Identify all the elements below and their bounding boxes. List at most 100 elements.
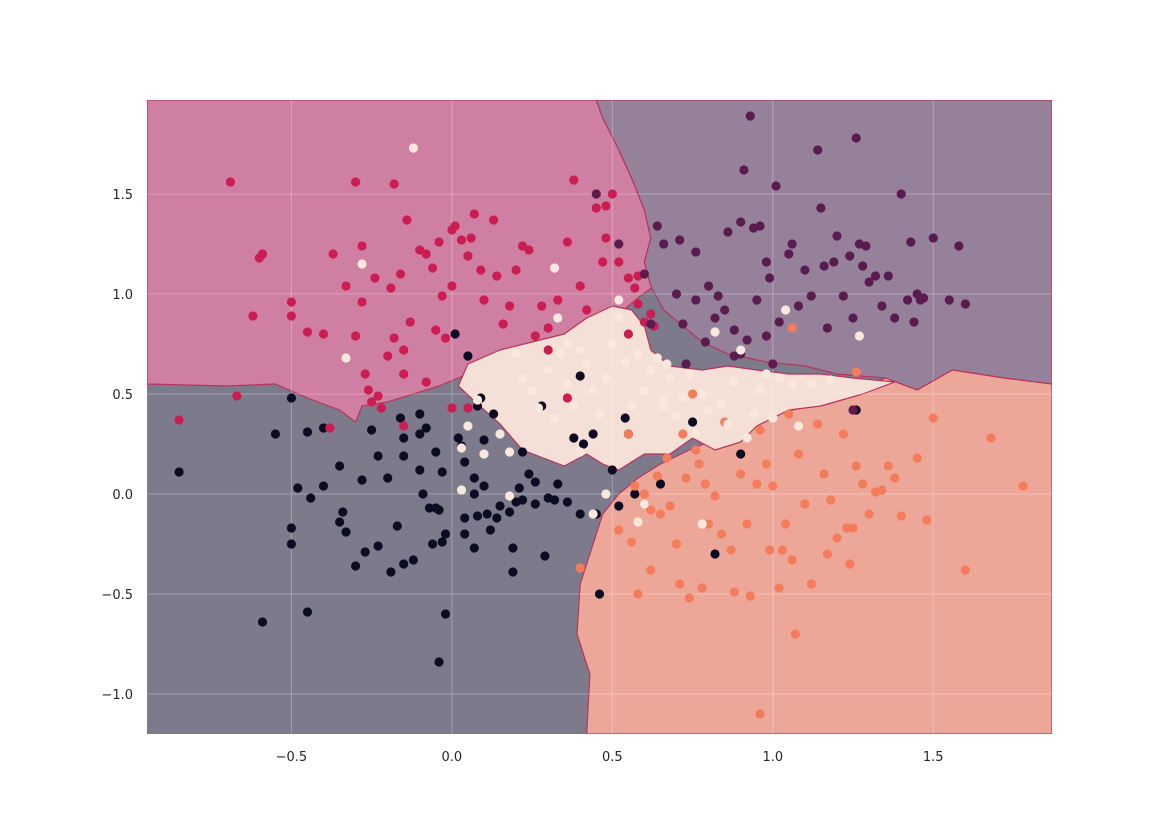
data-point-class-1 <box>524 245 534 255</box>
data-point-class-3 <box>777 545 788 555</box>
data-point-class-2 <box>822 323 833 333</box>
data-point-class-1 <box>367 397 377 407</box>
data-point-class-1 <box>633 299 643 309</box>
data-point-class-1 <box>623 329 634 339</box>
data-point-class-3 <box>655 509 666 519</box>
data-point-class-0 <box>428 539 438 549</box>
data-point-class-1 <box>505 301 515 311</box>
data-point-class-0 <box>485 525 495 535</box>
data-point-class-0 <box>440 529 451 539</box>
data-point-class-0 <box>562 497 573 507</box>
data-point-class-4 <box>787 379 797 389</box>
data-point-class-3 <box>774 583 784 593</box>
data-point-class-2 <box>681 359 691 369</box>
data-point-class-4 <box>472 395 483 405</box>
data-point-class-4 <box>505 447 515 457</box>
data-point-class-1 <box>447 281 457 291</box>
data-point-class-0 <box>482 509 492 519</box>
data-point-class-0 <box>421 423 431 433</box>
data-point-class-2 <box>729 325 739 335</box>
data-point-class-0 <box>392 521 402 531</box>
data-point-class-3 <box>960 565 971 575</box>
data-point-class-2 <box>819 261 829 271</box>
data-point-class-2 <box>710 313 720 323</box>
data-point-class-3 <box>858 479 868 489</box>
data-point-class-1 <box>421 377 431 387</box>
data-point-class-2 <box>720 305 730 315</box>
data-point-class-2 <box>742 335 752 345</box>
data-point-class-0 <box>550 495 560 505</box>
data-point-class-1 <box>437 291 447 301</box>
data-point-class-0 <box>434 505 444 515</box>
data-point-class-0 <box>588 429 598 439</box>
data-point-class-1 <box>466 233 476 243</box>
data-point-class-2 <box>752 295 762 305</box>
data-point-class-0 <box>469 489 479 499</box>
data-point-class-0 <box>575 371 585 381</box>
data-point-class-0 <box>341 527 351 537</box>
data-point-class-3 <box>851 461 861 471</box>
data-point-class-3 <box>652 471 662 481</box>
data-point-class-2 <box>813 145 823 155</box>
data-point-class-3 <box>928 413 938 423</box>
data-point-class-0 <box>174 467 184 477</box>
data-point-class-3 <box>787 555 797 565</box>
data-point-class-2 <box>896 189 906 199</box>
scatter-points <box>174 111 1028 719</box>
data-point-class-1 <box>376 403 386 413</box>
x-axis: −0.5 0.0 0.5 1.0 1.5 <box>276 750 944 765</box>
data-point-class-2 <box>845 251 855 261</box>
data-point-class-4 <box>806 379 816 389</box>
data-point-class-1 <box>553 295 563 305</box>
data-point-class-3 <box>826 495 836 505</box>
data-point-class-4 <box>639 385 650 395</box>
data-point-class-4 <box>646 365 656 375</box>
data-point-class-4 <box>736 345 746 355</box>
data-point-class-4 <box>826 375 836 385</box>
data-point-class-3 <box>781 519 791 529</box>
data-point-class-2 <box>838 291 849 301</box>
data-point-class-1 <box>389 333 399 343</box>
data-point-class-4 <box>627 401 637 411</box>
data-point-class-2 <box>890 313 900 323</box>
plot-area <box>147 100 1052 734</box>
data-point-class-2 <box>774 317 784 327</box>
data-point-class-0 <box>318 481 329 491</box>
data-point-class-3 <box>716 529 727 539</box>
data-point-class-3 <box>671 539 682 549</box>
data-point-class-0 <box>620 413 630 423</box>
data-point-class-3 <box>700 479 711 489</box>
data-point-class-2 <box>739 165 749 175</box>
data-point-class-2 <box>671 289 682 299</box>
data-point-class-1 <box>575 281 585 291</box>
data-point-class-2 <box>761 331 772 341</box>
data-point-class-2 <box>723 227 733 237</box>
data-point-class-0 <box>630 489 640 499</box>
data-point-class-3 <box>745 591 755 601</box>
data-point-class-4 <box>517 373 528 383</box>
data-point-class-0 <box>460 457 470 467</box>
data-point-class-2 <box>700 337 711 347</box>
data-point-class-4 <box>748 409 759 419</box>
data-point-class-4 <box>588 385 598 395</box>
data-point-class-0 <box>338 507 348 517</box>
data-point-class-2 <box>691 247 701 257</box>
data-point-class-1 <box>328 249 338 259</box>
data-point-class-1 <box>434 237 444 247</box>
data-point-class-1 <box>601 201 611 211</box>
data-point-class-1 <box>399 345 409 355</box>
data-point-class-0 <box>710 549 720 559</box>
data-point-class-1 <box>395 269 406 279</box>
data-point-class-2 <box>678 319 688 329</box>
data-point-class-2 <box>877 301 887 311</box>
data-point-class-3 <box>877 485 887 495</box>
data-point-class-1 <box>341 281 351 291</box>
y-tick-label: 0.0 <box>112 488 133 503</box>
data-point-class-3 <box>646 565 656 575</box>
data-point-class-3 <box>768 481 778 491</box>
data-point-class-3 <box>813 419 823 429</box>
data-point-class-3 <box>736 469 746 479</box>
data-point-class-0 <box>505 507 515 517</box>
data-point-class-1 <box>630 283 640 293</box>
data-point-class-4 <box>588 509 598 519</box>
